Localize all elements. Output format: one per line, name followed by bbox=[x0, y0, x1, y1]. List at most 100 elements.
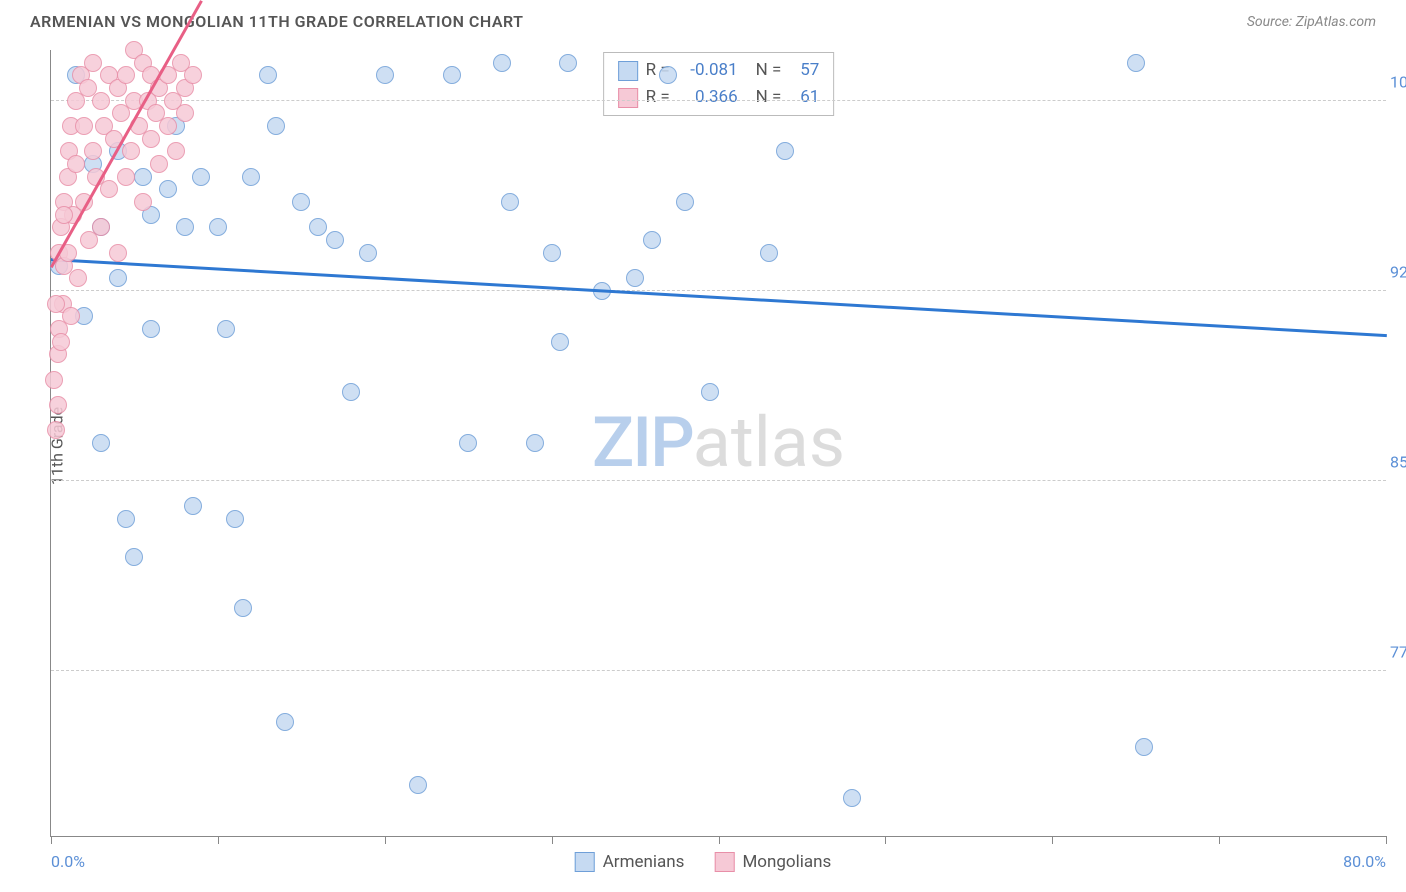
data-point bbox=[92, 434, 110, 452]
data-point bbox=[643, 231, 661, 249]
n-label: N = bbox=[756, 84, 782, 111]
trend-line bbox=[51, 258, 1387, 337]
gridline bbox=[51, 480, 1386, 481]
watermark-atlas: atlas bbox=[693, 402, 845, 484]
data-point bbox=[55, 206, 73, 224]
data-point bbox=[150, 155, 168, 173]
data-point bbox=[409, 776, 427, 794]
data-point bbox=[192, 168, 210, 186]
legend-stat-row: R =0.366N =61 bbox=[618, 84, 820, 111]
legend-label: Mongolians bbox=[742, 852, 831, 872]
data-point bbox=[242, 168, 260, 186]
legend-swatch bbox=[618, 88, 638, 108]
data-point bbox=[75, 117, 93, 135]
r-value: -0.081 bbox=[678, 57, 738, 84]
data-point bbox=[176, 218, 194, 236]
y-tick-label: 100.0% bbox=[1378, 72, 1406, 91]
data-point bbox=[134, 193, 152, 211]
data-point bbox=[326, 231, 344, 249]
x-max-label: 80.0% bbox=[1343, 852, 1386, 871]
data-point bbox=[62, 307, 80, 325]
legend-item: Armenians bbox=[575, 852, 685, 872]
data-point bbox=[142, 130, 160, 148]
data-point bbox=[109, 244, 127, 262]
y-tick-label: 92.5% bbox=[1378, 262, 1406, 281]
correlation-legend: R =-0.081N =57R =0.366N =61 bbox=[603, 52, 835, 116]
data-point bbox=[45, 371, 63, 389]
data-point bbox=[125, 548, 143, 566]
data-point bbox=[626, 269, 644, 287]
data-point bbox=[92, 218, 110, 236]
data-point bbox=[234, 599, 252, 617]
data-point bbox=[501, 193, 519, 211]
legend-item: Mongolians bbox=[714, 852, 831, 872]
data-point bbox=[117, 168, 135, 186]
data-point bbox=[92, 92, 110, 110]
data-point bbox=[52, 333, 70, 351]
data-point bbox=[526, 434, 544, 452]
data-point bbox=[559, 54, 577, 72]
data-point bbox=[276, 713, 294, 731]
data-point bbox=[69, 269, 87, 287]
data-point bbox=[184, 66, 202, 84]
n-value: 61 bbox=[789, 84, 819, 111]
r-label: R = bbox=[646, 84, 670, 111]
n-label: N = bbox=[756, 57, 782, 84]
source-label: Source: ZipAtlas.com bbox=[1247, 14, 1376, 30]
data-point bbox=[159, 117, 177, 135]
watermark-zip: ZIP bbox=[592, 402, 693, 484]
y-tick-label: 85.0% bbox=[1378, 453, 1406, 472]
data-point bbox=[167, 142, 185, 160]
data-point bbox=[443, 66, 461, 84]
chart-header: ARMENIAN VS MONGOLIAN 11TH GRADE CORRELA… bbox=[0, 0, 1406, 39]
data-point bbox=[292, 193, 310, 211]
y-tick-label: 77.5% bbox=[1378, 643, 1406, 662]
watermark: ZIPatlas bbox=[592, 402, 845, 484]
data-point bbox=[209, 218, 227, 236]
data-point bbox=[142, 320, 160, 338]
legend-swatch bbox=[714, 852, 734, 872]
series-legend: Armenians Mongolians bbox=[575, 852, 832, 872]
x-tick bbox=[552, 836, 553, 844]
data-point bbox=[134, 168, 152, 186]
x-tick bbox=[719, 836, 720, 844]
data-point bbox=[117, 510, 135, 528]
data-point bbox=[776, 142, 794, 160]
legend-label: Armenians bbox=[603, 852, 685, 872]
chart-title: ARMENIAN VS MONGOLIAN 11TH GRADE CORRELA… bbox=[30, 12, 524, 31]
data-point bbox=[342, 383, 360, 401]
data-point bbox=[659, 66, 677, 84]
data-point bbox=[159, 180, 177, 198]
data-point bbox=[543, 244, 561, 262]
scatter-chart: ZIPatlas R =-0.081N =57R =0.366N =61 77.… bbox=[50, 50, 1386, 837]
data-point bbox=[47, 295, 65, 313]
data-point bbox=[226, 510, 244, 528]
data-point bbox=[117, 66, 135, 84]
data-point bbox=[67, 155, 85, 173]
legend-swatch bbox=[575, 852, 595, 872]
data-point bbox=[100, 180, 118, 198]
x-tick bbox=[51, 836, 52, 844]
data-point bbox=[1135, 738, 1153, 756]
x-tick bbox=[1219, 836, 1220, 844]
data-point bbox=[459, 434, 477, 452]
data-point bbox=[267, 117, 285, 135]
x-min-label: 0.0% bbox=[51, 852, 85, 871]
data-point bbox=[359, 244, 377, 262]
x-tick bbox=[385, 836, 386, 844]
x-tick bbox=[1386, 836, 1387, 844]
legend-swatch bbox=[618, 61, 638, 81]
x-tick bbox=[885, 836, 886, 844]
data-point bbox=[676, 193, 694, 211]
data-point bbox=[551, 333, 569, 351]
data-point bbox=[84, 142, 102, 160]
data-point bbox=[701, 383, 719, 401]
data-point bbox=[109, 269, 127, 287]
data-point bbox=[217, 320, 235, 338]
data-point bbox=[309, 218, 327, 236]
data-point bbox=[122, 142, 140, 160]
x-tick bbox=[1052, 836, 1053, 844]
legend-stat-row: R =-0.081N =57 bbox=[618, 57, 820, 84]
data-point bbox=[259, 66, 277, 84]
gridline bbox=[51, 670, 1386, 671]
